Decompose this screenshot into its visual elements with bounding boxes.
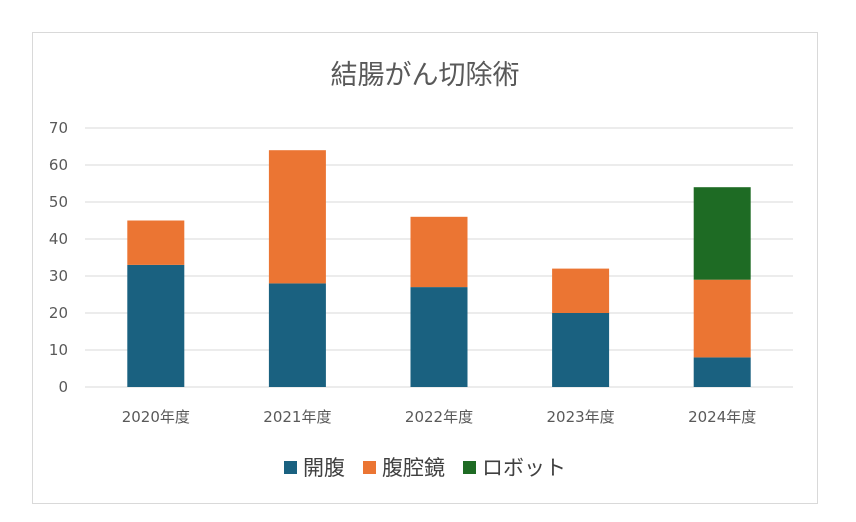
x-tick-label-2: 2022年度 [405, 408, 473, 426]
y-tick-label-50: 50 [49, 193, 68, 211]
bar-2-series-0 [410, 287, 468, 387]
x-tick-label-0: 2020年度 [122, 408, 190, 426]
y-tick-label-70: 70 [49, 119, 68, 137]
bar-4-series-1 [693, 279, 751, 358]
bar-3-series-0 [552, 313, 610, 387]
x-tick-label-1: 2021年度 [263, 408, 331, 426]
bar-3-series-1 [552, 268, 610, 313]
x-tick-label-4: 2024年度 [688, 408, 756, 426]
legend-label-1: 腹腔鏡 [382, 456, 445, 480]
bar-2-series-1 [410, 216, 468, 288]
bar-1-series-1 [268, 150, 326, 284]
bar-4-series-0 [693, 357, 751, 387]
chart-title: 結腸がん切除術 [331, 60, 520, 91]
legend: 開腹 腹腔鏡 ロボット [284, 456, 566, 480]
bar-0-series-0 [127, 264, 185, 387]
legend-swatch-1 [363, 461, 376, 474]
y-tick-label-0: 0 [58, 378, 68, 396]
legend-swatch-2 [463, 461, 476, 474]
legend-swatch-0 [284, 461, 297, 474]
legend-label-2: ロボット [482, 456, 566, 480]
x-tick-label-3: 2023年度 [547, 408, 615, 426]
bars [127, 150, 751, 387]
bar-1-series-0 [268, 283, 326, 387]
y-tick-label-30: 30 [49, 267, 68, 285]
y-tick-label-60: 60 [49, 156, 68, 174]
legend-label-0: 開腹 [303, 456, 345, 480]
bar-4-series-2 [693, 187, 751, 280]
y-axis: 0 10 20 30 40 50 60 70 [49, 119, 68, 396]
y-tick-label-10: 10 [49, 341, 68, 359]
x-axis: 2020年度 2021年度 2022年度 2023年度 2024年度 [122, 408, 757, 426]
y-tick-label-40: 40 [49, 230, 68, 248]
bar-0-series-1 [127, 220, 185, 265]
y-tick-label-20: 20 [49, 304, 68, 322]
